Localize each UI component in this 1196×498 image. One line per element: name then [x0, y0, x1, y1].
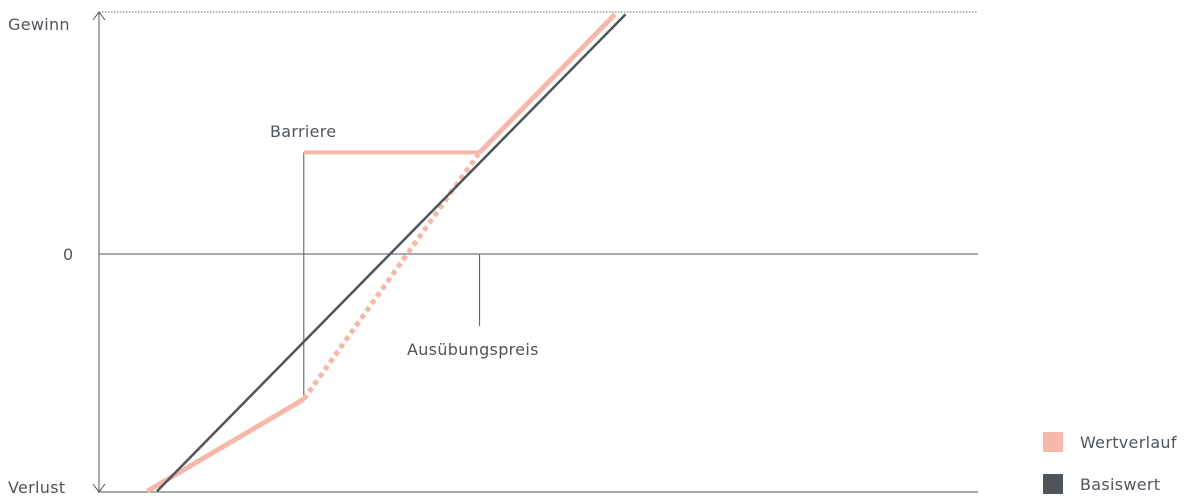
- y-tick-label-top: Gewinn: [8, 15, 70, 34]
- barrier-label: Barriere: [270, 122, 336, 141]
- strike-label: Ausübungspreis: [407, 340, 539, 359]
- legend-swatch-wertverlauf: [1043, 432, 1063, 452]
- legend-label-basiswert: Basiswert: [1080, 475, 1160, 494]
- legend-swatch-basiswert: [1043, 474, 1063, 494]
- y-tick-label-bottom: Verlust: [8, 478, 65, 497]
- axes: [92, 11, 978, 493]
- legend: Wertverlauf Basiswert: [1043, 432, 1177, 494]
- wertverlauf-series-upper: [477, 12, 617, 155]
- legend-label-wertverlauf: Wertverlauf: [1080, 433, 1177, 452]
- basiswert-series-line: [156, 13, 627, 493]
- y-tick-label-zero: 0: [63, 245, 73, 264]
